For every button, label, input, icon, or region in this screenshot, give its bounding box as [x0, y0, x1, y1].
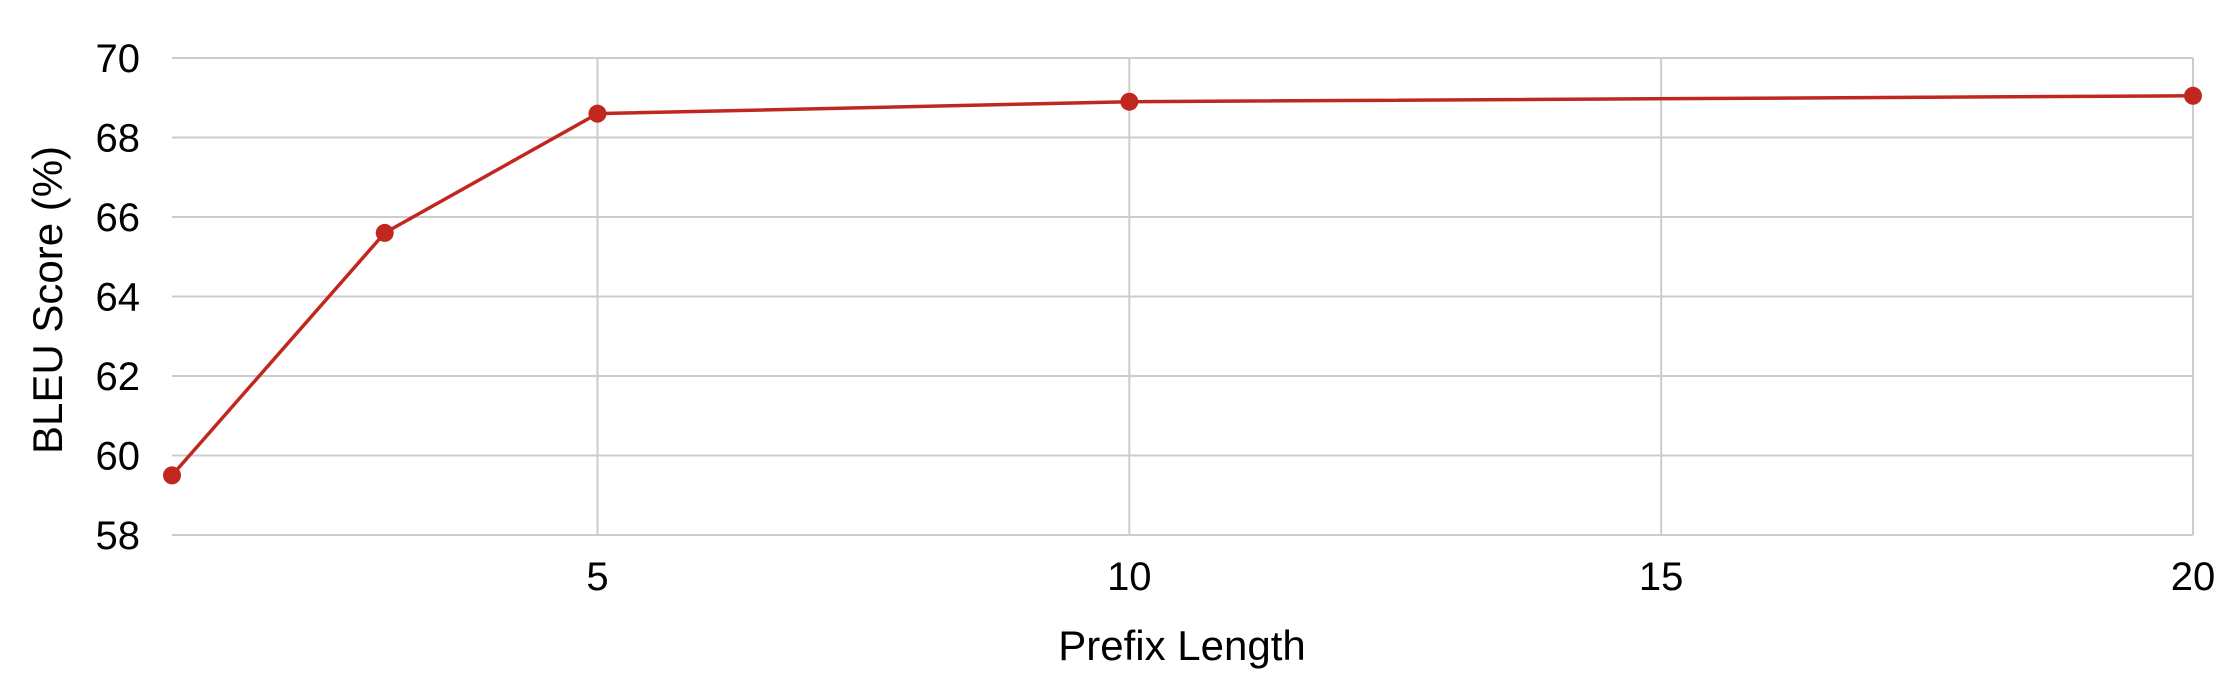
- x-tick-label: 5: [586, 555, 608, 599]
- series-layer: [163, 86, 2202, 485]
- y-tick-label: 58: [96, 514, 141, 558]
- y-tick-label: 60: [96, 435, 141, 479]
- data-point: [588, 104, 607, 123]
- y-tick-label: 66: [96, 196, 141, 240]
- y-tick-label: 68: [96, 117, 141, 161]
- data-point: [163, 466, 181, 485]
- data-point: [1120, 92, 1139, 111]
- y-tick-label: 64: [96, 276, 141, 320]
- x-axis-title: Prefix Length: [1058, 622, 1306, 669]
- x-tick-label: 20: [2171, 555, 2216, 599]
- tick-label-layer: 58 60 62 64 66 68 70 5 10 15 20: [96, 37, 2216, 599]
- data-point: [2184, 86, 2202, 105]
- series-line: [170, 94, 2194, 477]
- grid-layer: [172, 57, 2194, 536]
- y-axis-title: BLEU Score (%): [24, 146, 71, 454]
- x-tick-label: 10: [1107, 555, 1152, 599]
- x-tick-label: 15: [1639, 555, 1684, 599]
- y-tick-label: 70: [96, 37, 141, 81]
- data-point: [375, 223, 394, 242]
- y-tick-label: 62: [96, 355, 141, 399]
